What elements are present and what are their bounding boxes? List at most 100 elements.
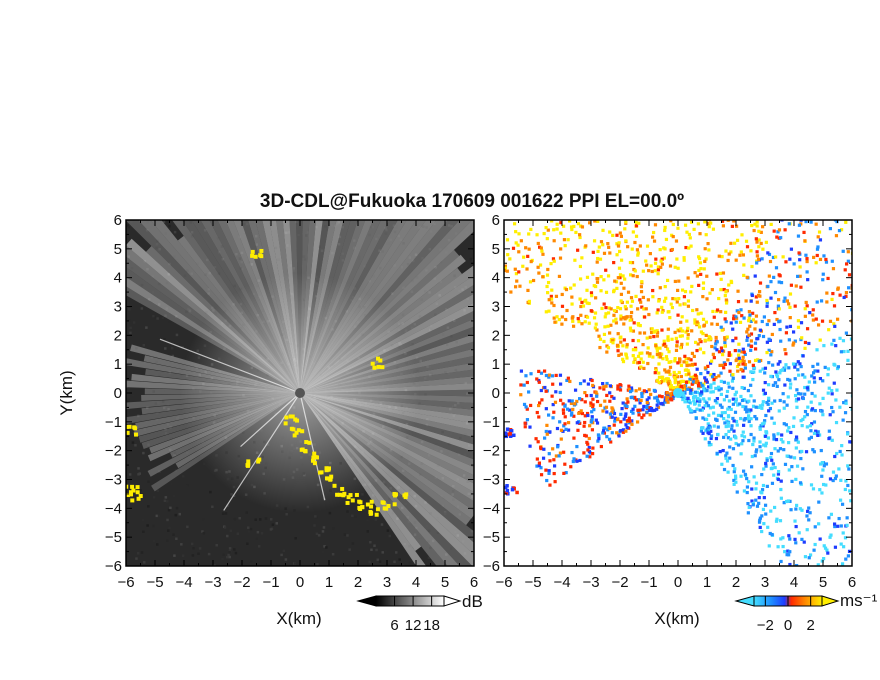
velocity-pixel	[805, 514, 809, 518]
velocity-pixel	[706, 364, 710, 368]
velocity-pixel	[645, 244, 650, 248]
velocity-pixel	[715, 340, 719, 344]
velocity-pixel	[768, 406, 773, 411]
velocity-pixel	[593, 326, 597, 330]
velocity-pixel	[810, 572, 813, 575]
velocity-pixel	[709, 361, 713, 365]
velocity-pixel	[525, 267, 529, 271]
velocity-pixel	[668, 372, 672, 377]
velocity-pixel	[844, 294, 848, 298]
velocity-pixel	[805, 528, 809, 532]
velocity-pixel	[805, 327, 810, 331]
velocity-pixel	[777, 228, 782, 232]
velocity-pixel	[817, 230, 822, 234]
velocity-pixel	[683, 368, 688, 372]
yellow-echo	[368, 511, 373, 516]
velocity-pixel	[704, 417, 709, 422]
velocity-pixel	[485, 256, 488, 259]
velocity-pixel	[572, 283, 576, 287]
velocity-pixel	[820, 491, 824, 495]
velocity-pixel	[642, 413, 646, 417]
noise-pixel	[257, 545, 261, 548]
velocity-pixel	[717, 374, 721, 378]
velocity-pixel	[656, 405, 661, 410]
velocity-pixel	[688, 391, 693, 395]
velocity-pixel	[564, 471, 568, 475]
velocity-pixel	[729, 172, 732, 175]
velocity-pixel	[797, 251, 801, 255]
velocity-pixel	[785, 299, 790, 303]
velocity-pixel	[741, 355, 745, 359]
velocity-pixel	[630, 299, 635, 303]
noise-pixel	[209, 490, 212, 494]
velocity-pixel	[745, 330, 749, 334]
velocity-pixel	[669, 397, 673, 401]
velocity-pixel	[517, 250, 521, 254]
velocity-pixel	[707, 162, 710, 165]
velocity-pixel	[604, 167, 607, 170]
velocity-pixel	[774, 255, 778, 259]
velocity-pixel	[805, 413, 809, 417]
velocity-pixel	[745, 490, 749, 495]
velocity-pixel	[483, 261, 486, 264]
velocity-pixel	[805, 304, 809, 308]
velocity-pixel	[753, 414, 757, 419]
velocity-pixel	[745, 245, 750, 249]
velocity-pixel	[796, 319, 801, 323]
velocity-pixel	[605, 410, 609, 414]
velocity-pixel	[673, 381, 677, 385]
velocity-pixel	[723, 207, 726, 210]
velocity-pixel	[781, 255, 785, 259]
velocity-pixel	[744, 299, 748, 303]
velocity-pixel	[745, 335, 750, 339]
velocity-pixel	[661, 309, 665, 313]
velocity-pixel	[697, 325, 702, 329]
velocity-pixel	[716, 413, 721, 417]
velocity-pixel	[831, 478, 835, 483]
velocity-pixel	[749, 249, 753, 253]
velocity-pixel	[676, 385, 680, 389]
noise-pixel	[374, 518, 378, 521]
velocity-pixel	[590, 428, 595, 432]
velocity-pixel	[752, 370, 756, 374]
velocity-pixel	[747, 316, 751, 320]
yellow-echo	[360, 505, 365, 510]
velocity-pixel	[778, 371, 782, 375]
velocity-pixel	[810, 422, 814, 426]
velocity-pixel	[630, 261, 635, 265]
velocity-pixel	[698, 408, 702, 412]
yellow-echo	[307, 440, 312, 445]
velocity-pixel	[575, 421, 579, 425]
velocity-pixel	[776, 230, 780, 234]
reflectivity-beam	[300, 220, 448, 393]
velocity-pixel	[724, 454, 728, 458]
velocity-pixel	[796, 368, 800, 372]
noise-pixel	[221, 512, 225, 515]
velocity-pixel	[566, 428, 571, 432]
velocity-pixel	[743, 366, 747, 370]
velocity-pixel	[636, 339, 641, 343]
velocity-pixel	[695, 390, 700, 394]
velocity-pixel	[754, 237, 758, 241]
velocity-pixel	[767, 274, 771, 278]
yellow-echo	[332, 483, 337, 488]
velocity-pixel	[669, 392, 673, 396]
velocity-pixel	[547, 298, 551, 302]
velocity-pixel	[614, 309, 618, 314]
velocity-pixel	[640, 394, 644, 399]
velocity-pixel	[687, 246, 691, 250]
velocity-pixel	[753, 327, 757, 331]
velocity-colorbar: −2 0 2 ms⁻¹	[734, 591, 878, 634]
colorbar-tick-label: 0	[784, 617, 792, 634]
velocity-pixel	[816, 362, 820, 366]
velocity-pixel	[666, 335, 670, 339]
velocity-pixel	[747, 480, 751, 484]
velocity-pixel	[791, 362, 796, 366]
velocity-pixel	[653, 371, 657, 375]
velocity-pixel	[844, 401, 848, 405]
velocity-pixel	[836, 365, 840, 369]
noise-pixel	[343, 533, 347, 536]
velocity-pixel	[855, 348, 858, 351]
velocity-pixel	[645, 410, 649, 414]
velocity-pixel	[804, 450, 809, 454]
